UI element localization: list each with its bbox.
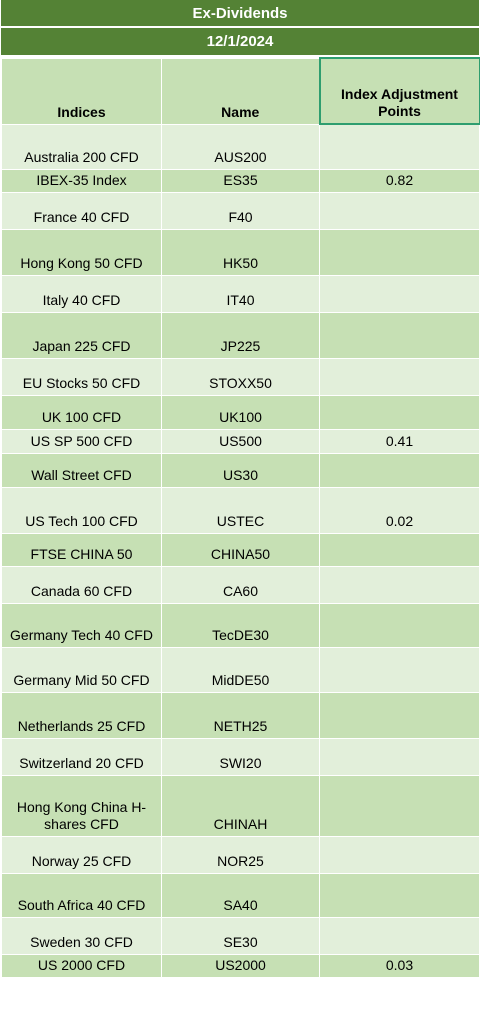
table-row: Germany Mid 50 CFD MidDE50 <box>1 646 480 693</box>
name-cell: US2000 <box>161 953 320 978</box>
table-row: Italy 40 CFD IT40 <box>1 274 480 313</box>
points-cell <box>319 191 480 230</box>
name-cell: SA40 <box>161 872 320 918</box>
header-indices: Indices <box>1 57 162 125</box>
points-cell <box>319 357 480 396</box>
points-cell <box>319 228 480 276</box>
name-cell: CHINA50 <box>161 532 320 567</box>
dividends-table: Indices Name Index Adjustment Points Aus… <box>1 57 480 978</box>
name-cell: TecDE30 <box>161 602 320 648</box>
points-cell <box>319 311 480 359</box>
index-cell: France 40 CFD <box>1 191 162 230</box>
table-row: EU Stocks 50 CFD STOXX50 <box>1 357 480 396</box>
points-cell <box>319 646 480 693</box>
name-cell: HK50 <box>161 228 320 276</box>
table-row: UK 100 CFD UK100 <box>1 394 480 430</box>
points-cell: 0.03 <box>319 953 480 978</box>
table-row: Japan 225 CFD JP225 <box>1 311 480 359</box>
table-row: US Tech 100 CFD USTEC 0.02 <box>1 486 480 534</box>
index-cell: Canada 60 CFD <box>1 565 162 604</box>
points-cell <box>319 274 480 313</box>
points-cell <box>319 394 480 430</box>
points-cell <box>319 737 480 776</box>
index-cell: Germany Tech 40 CFD <box>1 602 162 648</box>
index-cell: Japan 225 CFD <box>1 311 162 359</box>
index-cell: Italy 40 CFD <box>1 274 162 313</box>
points-cell <box>319 123 480 170</box>
table-row: Norway 25 CFD NOR25 <box>1 835 480 874</box>
name-cell: ES35 <box>161 168 320 193</box>
ex-dividends-sheet: Ex-Dividends 12/1/2024 Indices Name Inde… <box>1 0 480 978</box>
index-cell: Hong Kong 50 CFD <box>1 228 162 276</box>
name-cell: AUS200 <box>161 123 320 170</box>
name-cell: NOR25 <box>161 835 320 874</box>
name-cell: US30 <box>161 452 320 488</box>
name-cell: F40 <box>161 191 320 230</box>
points-cell <box>319 835 480 874</box>
points-cell <box>319 532 480 567</box>
index-cell: IBEX-35 Index <box>1 168 162 193</box>
index-cell: FTSE CHINA 50 <box>1 532 162 567</box>
index-cell: Norway 25 CFD <box>1 835 162 874</box>
name-cell: UK100 <box>161 394 320 430</box>
table-row: IBEX-35 Index ES35 0.82 <box>1 168 480 193</box>
points-cell: 0.41 <box>319 428 480 454</box>
index-cell: Australia 200 CFD <box>1 123 162 170</box>
table-row: US SP 500 CFD US500 0.41 <box>1 428 480 454</box>
table-row: Hong Kong 50 CFD HK50 <box>1 228 480 276</box>
table-row: South Africa 40 CFD SA40 <box>1 872 480 918</box>
table-row: Sweden 30 CFD SE30 <box>1 916 480 955</box>
table-row: Switzerland 20 CFD SWI20 <box>1 737 480 776</box>
table-row: Germany Tech 40 CFD TecDE30 <box>1 602 480 648</box>
name-cell: MidDE50 <box>161 646 320 693</box>
index-cell: South Africa 40 CFD <box>1 872 162 918</box>
table-row: Wall Street CFD US30 <box>1 452 480 488</box>
name-cell: CA60 <box>161 565 320 604</box>
name-cell: JP225 <box>161 311 320 359</box>
index-cell: EU Stocks 50 CFD <box>1 357 162 396</box>
table-row: Netherlands 25 CFD NETH25 <box>1 691 480 739</box>
index-cell: Wall Street CFD <box>1 452 162 488</box>
points-cell <box>319 916 480 955</box>
header-adjustment[interactable]: Index Adjustment Points <box>318 57 480 125</box>
points-cell: 0.02 <box>319 486 480 534</box>
index-cell: US SP 500 CFD <box>1 428 162 454</box>
table-body: Australia 200 CFD AUS200 IBEX-35 Index ES35… <box>1 123 480 978</box>
points-cell <box>319 602 480 648</box>
index-cell: US Tech 100 CFD <box>1 486 162 534</box>
index-cell: Germany Mid 50 CFD <box>1 646 162 693</box>
index-cell: Hong Kong China H-shares CFD <box>1 774 162 837</box>
index-cell: Netherlands 25 CFD <box>1 691 162 739</box>
table-row: Hong Kong China H-shares CFD CHINAH <box>1 774 480 837</box>
table-row: FTSE CHINA 50 CHINA50 <box>1 532 480 567</box>
header-row: Indices Name Index Adjustment Points <box>1 57 480 125</box>
index-cell: UK 100 CFD <box>1 394 162 430</box>
table-row: Australia 200 CFD AUS200 <box>1 123 480 170</box>
table-row: France 40 CFD F40 <box>1 191 480 230</box>
name-cell: CHINAH <box>161 774 320 837</box>
name-cell: IT40 <box>161 274 320 313</box>
sheet-title: Ex-Dividends <box>1 0 479 28</box>
points-cell <box>319 872 480 918</box>
table-row: Canada 60 CFD CA60 <box>1 565 480 604</box>
index-cell: Switzerland 20 CFD <box>1 737 162 776</box>
points-cell <box>319 565 480 604</box>
index-cell: Sweden 30 CFD <box>1 916 162 955</box>
points-cell <box>319 691 480 739</box>
name-cell: STOXX50 <box>161 357 320 396</box>
name-cell: SE30 <box>161 916 320 955</box>
name-cell: USTEC <box>161 486 320 534</box>
table-row: US 2000 CFD US2000 0.03 <box>1 953 480 978</box>
points-cell <box>319 452 480 488</box>
points-cell <box>319 774 480 837</box>
name-cell: SWI20 <box>161 737 320 776</box>
points-cell: 0.82 <box>319 168 480 193</box>
name-cell: NETH25 <box>161 691 320 739</box>
header-name: Name <box>161 57 320 125</box>
index-cell: US 2000 CFD <box>1 953 162 978</box>
sheet-date: 12/1/2024 <box>1 28 479 57</box>
name-cell: US500 <box>161 428 320 454</box>
